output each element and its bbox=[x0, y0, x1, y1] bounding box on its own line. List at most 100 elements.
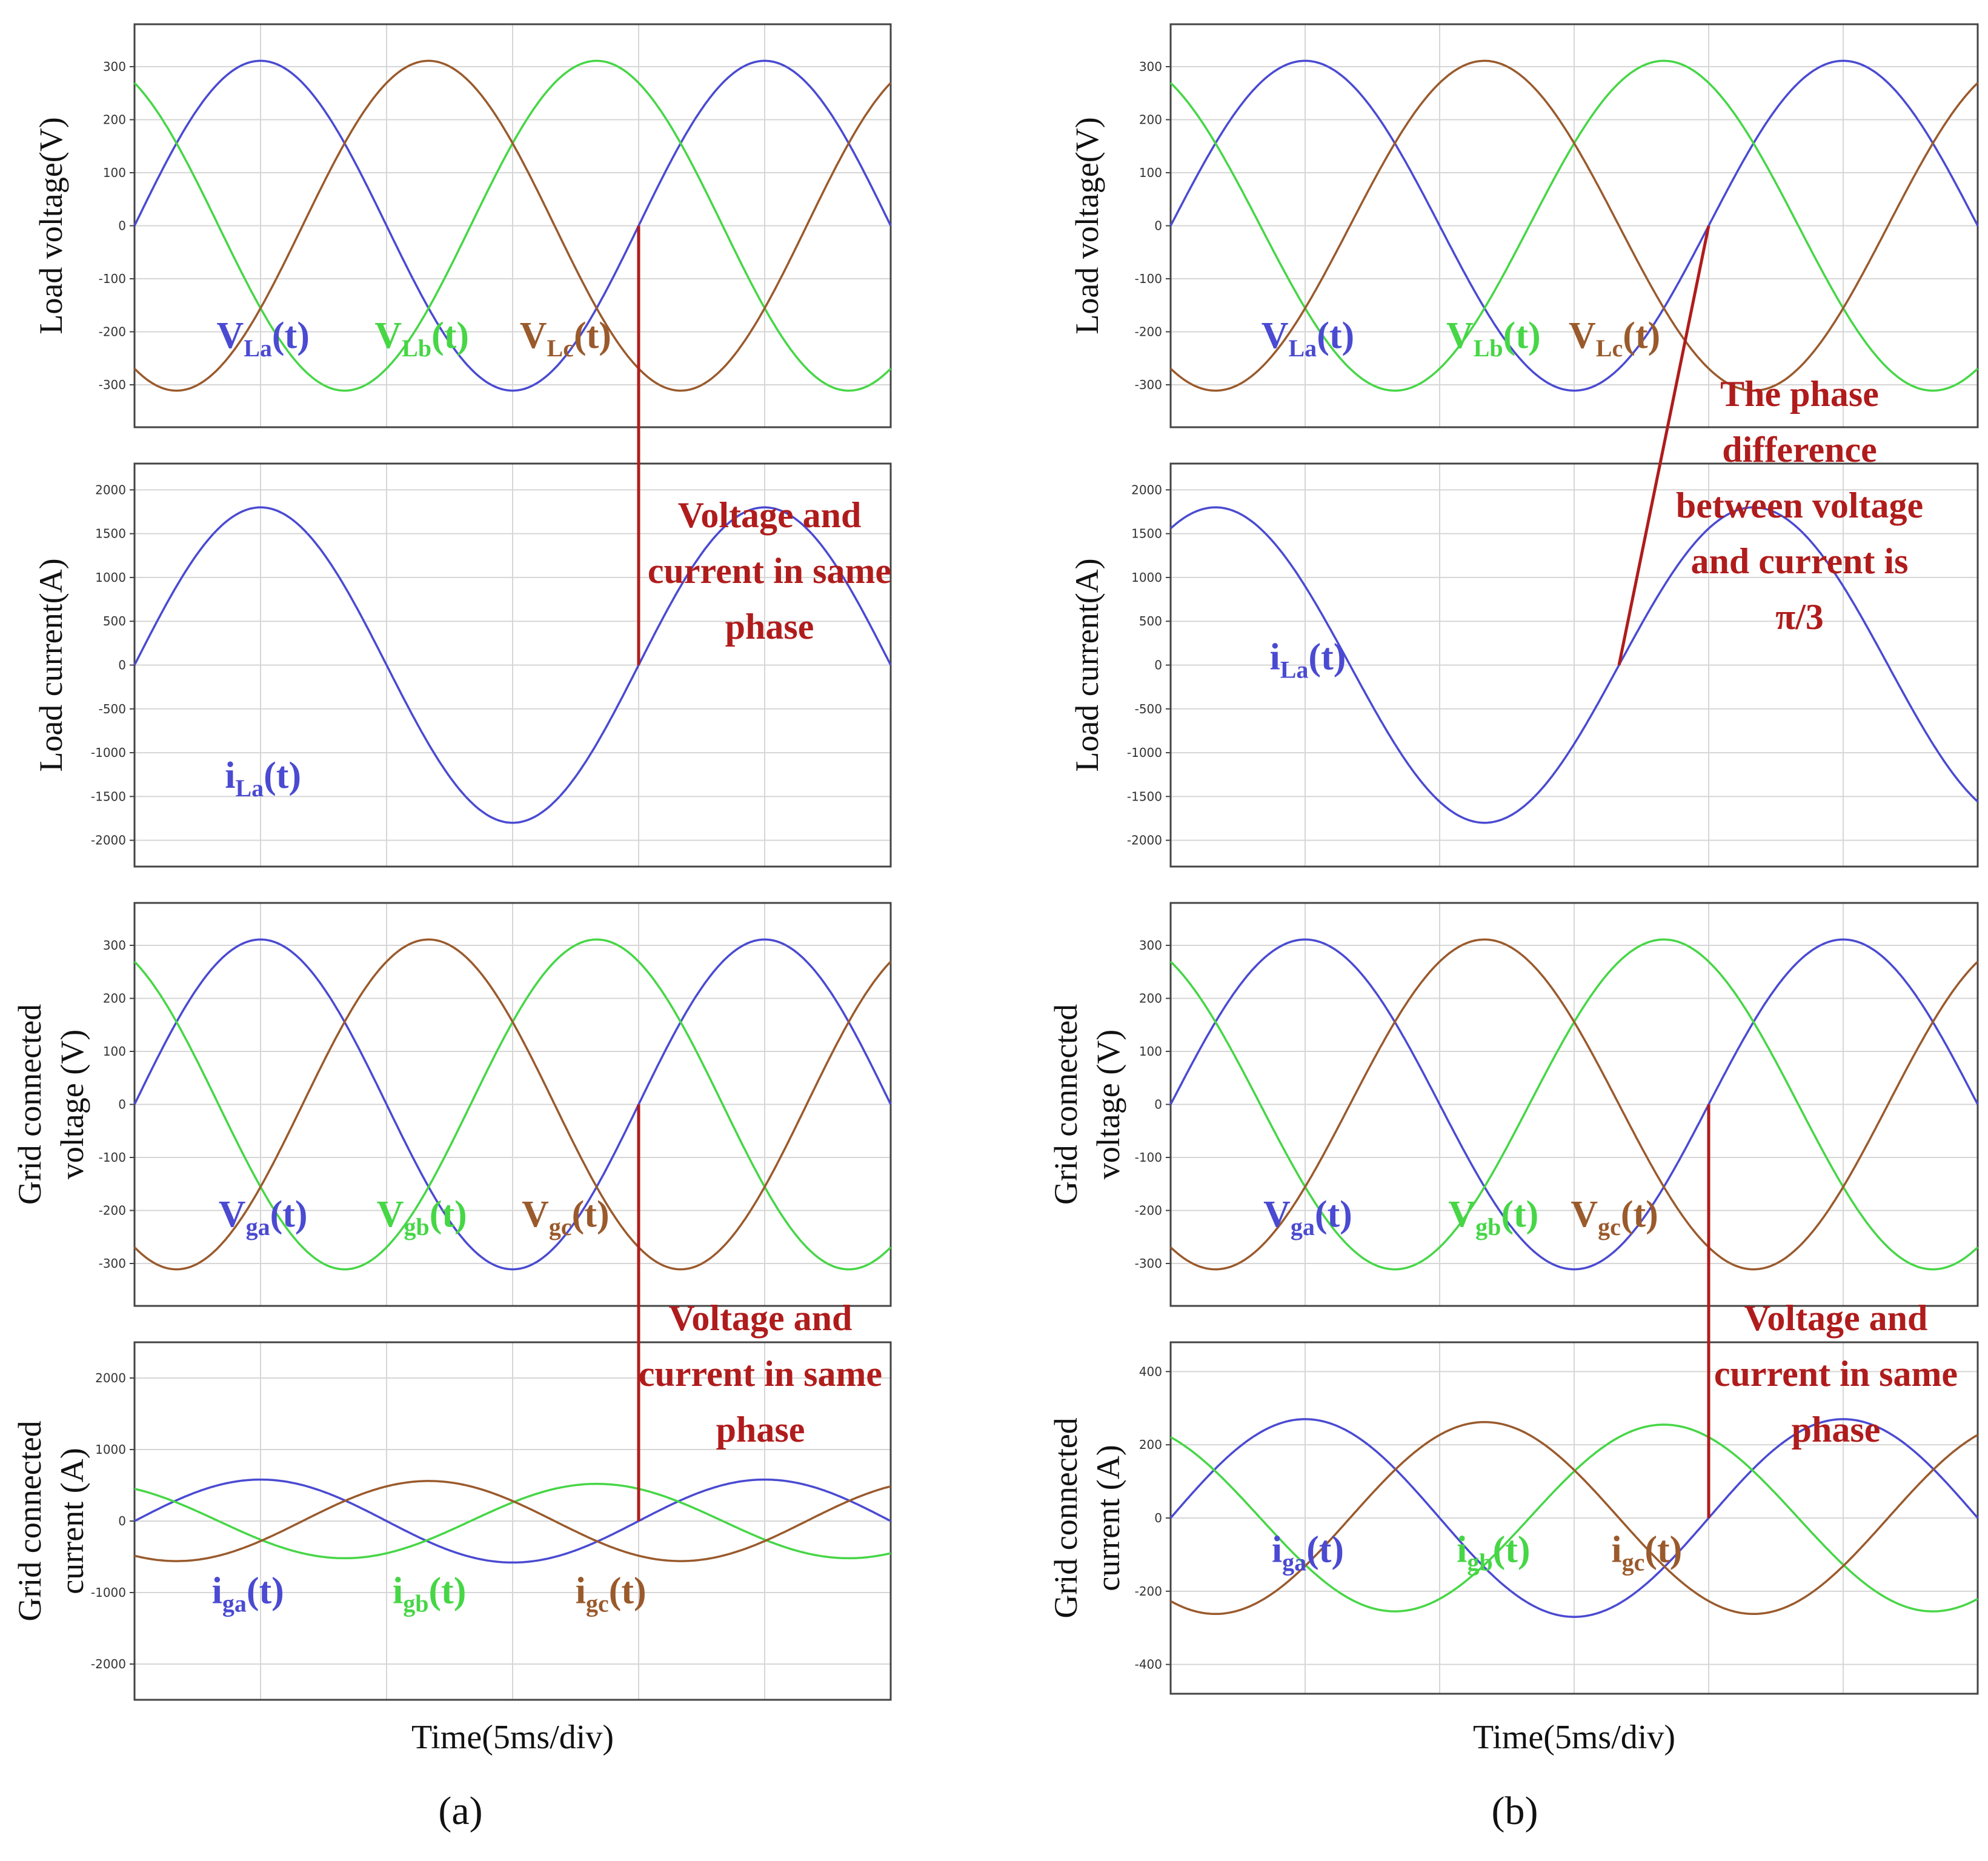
curve-label: igb(t) bbox=[1457, 1530, 1530, 1576]
series-line-c bbox=[133, 59, 892, 392]
y-tick-label: 300 bbox=[1139, 59, 1162, 74]
y-tick-label: -1000 bbox=[91, 1585, 126, 1600]
plot-frame bbox=[1169, 462, 1979, 868]
y-tick-label: -2000 bbox=[91, 833, 126, 848]
y-tick-label: 1000 bbox=[95, 570, 126, 585]
series-line-c bbox=[134, 1480, 891, 1562]
x-axis-label: Time(5ms/div) bbox=[411, 1719, 614, 1756]
y-tick-label: 2000 bbox=[1131, 482, 1162, 497]
panel-b-1: 300 200 100 0 -100 -200 -300 Load voltage(V) VLa… bbox=[1069, 23, 1979, 428]
panel-a-2: 2000 1500 1000 500 0 -500 -1000 -1500 -2000 Load … bbox=[33, 462, 892, 868]
y-tick-label: 100 bbox=[1139, 1044, 1162, 1059]
y-tick-label: 1000 bbox=[95, 1442, 126, 1457]
y-tick-label: -100 bbox=[1135, 271, 1162, 286]
curve-label: VLc(t) bbox=[520, 315, 611, 362]
annotation-text: Voltage and bbox=[1744, 1298, 1928, 1338]
annotation-text: Voltage and bbox=[678, 495, 862, 535]
y-tick-label: -100 bbox=[99, 1150, 126, 1165]
series-line-c bbox=[133, 938, 892, 1271]
panel-b-4: 400 200 0 -200 -400 Grid connected current (A)… bbox=[1048, 1298, 1979, 1695]
y-axis-label: Grid connected bbox=[12, 1004, 48, 1205]
y-tick-label: -200 bbox=[1135, 325, 1162, 339]
y-tick-label: -200 bbox=[1135, 1584, 1162, 1599]
series-line-b bbox=[134, 1482, 891, 1560]
curve-label: VLc(t) bbox=[1569, 315, 1660, 362]
y-tick-label: -100 bbox=[1135, 1150, 1162, 1165]
series-line-c bbox=[1169, 938, 1979, 1271]
annotation-text: The phase bbox=[1720, 374, 1879, 414]
series-line-a bbox=[134, 1478, 891, 1564]
y-axis-label: Grid connected bbox=[1048, 1417, 1084, 1618]
y-tick-label: 0 bbox=[118, 219, 126, 233]
y-tick-label: 1500 bbox=[95, 527, 126, 541]
y-axis-label: Load voltage(V) bbox=[1069, 117, 1105, 334]
y-axis-label: current (A) bbox=[1090, 1445, 1126, 1591]
curve-label: VLa(t) bbox=[216, 315, 309, 362]
curve-label: VLa(t) bbox=[1262, 315, 1354, 362]
y-tick-label: -1500 bbox=[91, 789, 126, 804]
y-tick-label: -200 bbox=[99, 325, 126, 339]
y-tick-label: 400 bbox=[1139, 1364, 1162, 1379]
y-tick-label: 2000 bbox=[95, 1371, 126, 1385]
y-tick-label: 200 bbox=[103, 113, 126, 127]
y-tick-label: -2000 bbox=[91, 1657, 126, 1671]
y-tick-label: -200 bbox=[99, 1203, 126, 1218]
series-line-c bbox=[1169, 59, 1979, 392]
curve-label: igb(t) bbox=[393, 1571, 466, 1617]
y-tick-label: -200 bbox=[1135, 1203, 1162, 1218]
panel-a-1: 300 200 100 0 -100 -200 -300 Load voltage(V) VLa… bbox=[33, 23, 892, 428]
curve-label: iLa(t) bbox=[225, 755, 301, 802]
y-tick-label: 200 bbox=[1139, 113, 1162, 127]
annotation-text: difference bbox=[1722, 430, 1877, 470]
curve-label: iga(t) bbox=[1272, 1530, 1344, 1576]
curve-label: Vgc(t) bbox=[522, 1194, 610, 1240]
y-tick-label: 100 bbox=[103, 165, 126, 180]
curve-label: Vgb(t) bbox=[377, 1194, 467, 1240]
y-tick-label: 0 bbox=[118, 1514, 126, 1528]
annotation-pointer-line bbox=[1617, 225, 1710, 666]
y-axis-label: current (A) bbox=[54, 1448, 90, 1594]
y-tick-label: 100 bbox=[1139, 165, 1162, 180]
annotation-text: phase bbox=[725, 607, 814, 647]
y-tick-label: 1500 bbox=[1131, 527, 1162, 541]
curve-label: VLb(t) bbox=[1446, 315, 1541, 362]
y-tick-label: -500 bbox=[99, 702, 126, 716]
annotation-text: and current is bbox=[1691, 541, 1909, 581]
curve-label: igc(t) bbox=[1611, 1530, 1682, 1576]
panel-b-3: 300 200 100 0 -100 -200 -300 Grid connected volt… bbox=[1048, 902, 1979, 1307]
y-tick-label: 500 bbox=[1139, 614, 1162, 628]
series-line-a bbox=[133, 506, 892, 824]
y-tick-label: 300 bbox=[1139, 938, 1162, 953]
curve-label: igc(t) bbox=[576, 1571, 647, 1617]
curve-label: Vga(t) bbox=[219, 1194, 308, 1240]
y-tick-label: 0 bbox=[1154, 219, 1162, 233]
y-tick-label: -300 bbox=[1135, 1256, 1162, 1271]
y-axis-label: Load current(A) bbox=[1069, 558, 1105, 771]
y-tick-label: 200 bbox=[1139, 991, 1162, 1006]
curve-label: VLb(t) bbox=[374, 315, 469, 362]
subfigure-label: (a) bbox=[438, 1789, 482, 1833]
y-tick-label: -400 bbox=[1135, 1657, 1162, 1672]
y-tick-label: -100 bbox=[99, 271, 126, 286]
y-tick-label: 0 bbox=[1154, 658, 1162, 673]
subfigure-label: (b) bbox=[1492, 1789, 1538, 1833]
y-axis-label: voltage (V) bbox=[1090, 1030, 1126, 1179]
annotation-text: phase bbox=[716, 1410, 805, 1450]
y-axis-label: voltage (V) bbox=[54, 1030, 90, 1179]
x-axis-label: Time(5ms/div) bbox=[1473, 1719, 1675, 1756]
y-tick-label: 0 bbox=[118, 658, 126, 673]
y-tick-label: 0 bbox=[118, 1097, 126, 1112]
curve-label: Vgc(t) bbox=[1571, 1194, 1658, 1240]
y-tick-label: 0 bbox=[1154, 1097, 1162, 1112]
series-line-a bbox=[1169, 938, 1979, 1271]
series-line-c bbox=[1170, 1420, 1978, 1616]
y-tick-label: -1000 bbox=[91, 745, 126, 760]
y-tick-label: 300 bbox=[103, 59, 126, 74]
y-tick-label: 500 bbox=[103, 614, 126, 628]
y-axis-label: Grid connected bbox=[1048, 1004, 1084, 1205]
y-axis-label: Load voltage(V) bbox=[33, 117, 69, 334]
y-tick-label: 300 bbox=[103, 938, 126, 953]
y-tick-label: 1000 bbox=[1131, 570, 1162, 585]
